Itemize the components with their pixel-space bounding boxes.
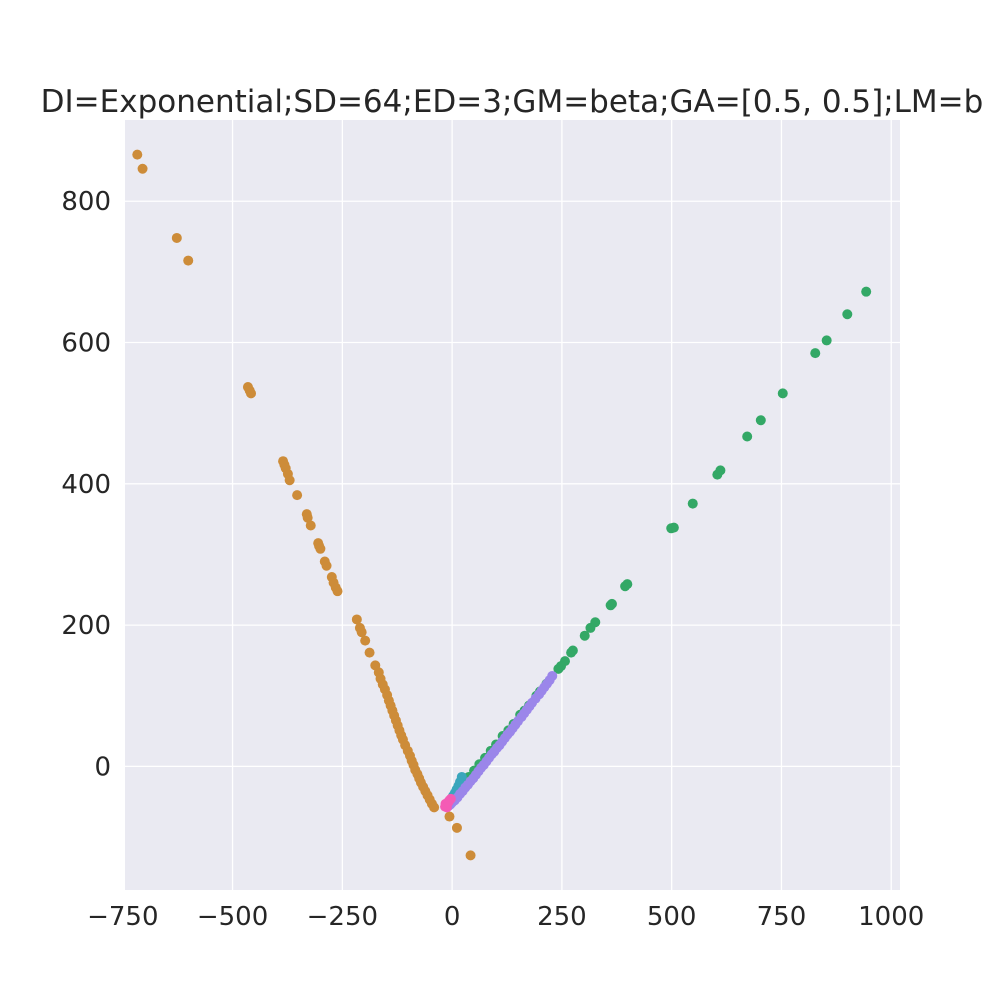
data-point — [305, 520, 316, 531]
x-tick-label: 500 — [647, 902, 697, 932]
plot-background — [125, 120, 900, 890]
data-point — [444, 811, 455, 822]
data-point — [183, 255, 194, 266]
data-point — [443, 797, 454, 808]
data-point — [566, 647, 577, 658]
x-tick-label: 0 — [444, 902, 461, 932]
data-point — [351, 614, 362, 625]
data-point — [810, 348, 821, 359]
data-point — [605, 600, 616, 611]
data-point — [356, 627, 367, 638]
y-tick-label: 0 — [94, 752, 111, 782]
series-0 — [132, 149, 476, 861]
data-point — [465, 850, 476, 861]
data-point — [292, 490, 303, 501]
data-point — [171, 232, 182, 243]
data-point — [777, 388, 788, 399]
data-point — [332, 586, 343, 597]
x-axis-ticks: −750 −500 −250 0 250 500 750 1000 — [87, 902, 924, 932]
x-tick-label: 250 — [537, 902, 587, 932]
data-point — [360, 635, 371, 646]
series-4 — [440, 793, 456, 813]
data-point — [742, 431, 753, 442]
data-point — [579, 630, 590, 641]
chart-title: DI=Exponential;SD=64;ED=3;GM=beta;GA=[0.… — [41, 84, 984, 120]
data-point — [666, 523, 677, 534]
data-point — [687, 498, 698, 509]
y-tick-label: 600 — [61, 329, 111, 359]
data-point — [712, 469, 723, 480]
data-point — [585, 622, 596, 633]
data-point — [246, 388, 257, 399]
data-point — [302, 512, 313, 523]
data-point — [321, 560, 332, 571]
data-point — [842, 309, 853, 320]
data-point — [451, 822, 462, 833]
x-tick-label: −250 — [307, 902, 378, 932]
data-point — [284, 475, 295, 486]
grid — [122, 120, 900, 890]
x-tick-label: −500 — [197, 902, 268, 932]
y-tick-label: 800 — [61, 187, 111, 217]
data-point — [620, 581, 631, 592]
series-3 — [443, 670, 558, 811]
y-tick-label: 400 — [61, 470, 111, 500]
x-tick-label: −750 — [87, 902, 158, 932]
data-point — [137, 163, 148, 174]
data-point — [755, 415, 766, 426]
data-points — [132, 149, 872, 861]
data-point — [553, 663, 564, 674]
data-point — [821, 335, 832, 346]
data-point — [861, 286, 872, 297]
data-point — [429, 802, 440, 813]
data-point — [132, 149, 143, 160]
y-tick-label: 200 — [61, 611, 111, 641]
data-point — [364, 647, 375, 658]
data-point — [315, 543, 326, 554]
y-axis-ticks: 0 200 400 600 800 — [61, 187, 111, 782]
x-tick-label: 750 — [757, 902, 807, 932]
x-tick-label: 1000 — [858, 902, 924, 932]
